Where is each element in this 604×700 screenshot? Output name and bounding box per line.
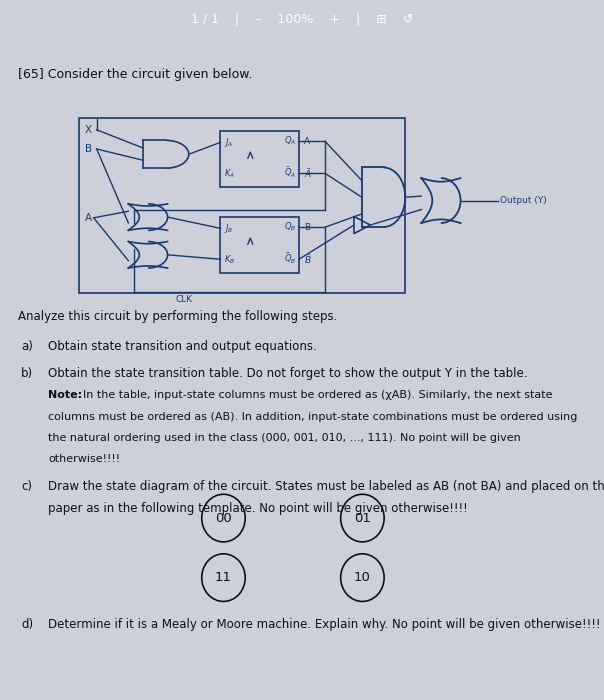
Bar xyxy=(220,131,299,188)
Text: B: B xyxy=(85,144,92,154)
Text: a): a) xyxy=(21,340,33,353)
Text: In the table, input-state columns must be ordered as (χAB). Similarly, the next : In the table, input-state columns must b… xyxy=(83,391,552,400)
Text: $\bar{Q}_B$: $\bar{Q}_B$ xyxy=(284,252,296,267)
Text: columns must be ordered as (AB). In addition, input-state combinations must be o: columns must be ordered as (AB). In addi… xyxy=(48,412,577,421)
Text: the natural ordering used in the class (000, 001, 010, ..., 111). No point will : the natural ordering used in the class (… xyxy=(48,433,521,443)
Text: c): c) xyxy=(21,480,32,494)
Text: otherwise!!!!: otherwise!!!! xyxy=(48,454,120,464)
Text: Obtain state transition and output equations.: Obtain state transition and output equat… xyxy=(48,340,317,353)
Text: Draw the state diagram of the circuit. States must be labeled as AB (not BA) and: Draw the state diagram of the circuit. S… xyxy=(48,480,604,494)
Text: X: X xyxy=(85,125,92,135)
Text: d): d) xyxy=(21,618,33,631)
Text: 00: 00 xyxy=(215,512,232,524)
Text: A: A xyxy=(85,213,92,223)
Text: [65] Consider the circuit given below.: [65] Consider the circuit given below. xyxy=(18,69,252,81)
Text: $J_B$: $J_B$ xyxy=(224,222,234,235)
Text: $J_A$: $J_A$ xyxy=(224,136,234,149)
Text: $K_A$: $K_A$ xyxy=(224,167,235,179)
Text: Analyze this circuit by performing the following steps.: Analyze this circuit by performing the f… xyxy=(18,309,338,323)
Text: 01: 01 xyxy=(354,512,371,524)
Text: Obtain the state transition table. Do not forget to show the output Y in the tab: Obtain the state transition table. Do no… xyxy=(48,367,528,379)
Text: 1 / 1    |    –    100%    +    |    ⊞    ↺: 1 / 1 | – 100% + | ⊞ ↺ xyxy=(191,13,413,26)
Text: $K_B$: $K_B$ xyxy=(224,253,235,265)
Text: Determine if it is a Mealy or Moore machine. Explain why. No point will be given: Determine if it is a Mealy or Moore mach… xyxy=(48,618,601,631)
Text: Note:: Note: xyxy=(48,391,82,400)
Text: $\bar{B}$: $\bar{B}$ xyxy=(304,253,312,266)
Text: b): b) xyxy=(21,367,33,379)
Text: B: B xyxy=(304,223,310,232)
Bar xyxy=(79,118,405,293)
Text: $Q_B$: $Q_B$ xyxy=(284,221,296,234)
Text: A: A xyxy=(304,136,310,146)
Text: CLK: CLK xyxy=(176,295,193,304)
Text: Output (Y): Output (Y) xyxy=(500,196,547,205)
Bar xyxy=(220,217,299,273)
Text: 10: 10 xyxy=(354,571,371,584)
Text: $Q_A$: $Q_A$ xyxy=(284,135,296,148)
Text: paper as in the following template. No point will be given otherwise!!!!: paper as in the following template. No p… xyxy=(48,502,468,515)
Text: $\bar{A}$: $\bar{A}$ xyxy=(304,167,312,180)
Text: $\bar{Q}_A$: $\bar{Q}_A$ xyxy=(284,166,296,181)
Text: 11: 11 xyxy=(215,571,232,584)
